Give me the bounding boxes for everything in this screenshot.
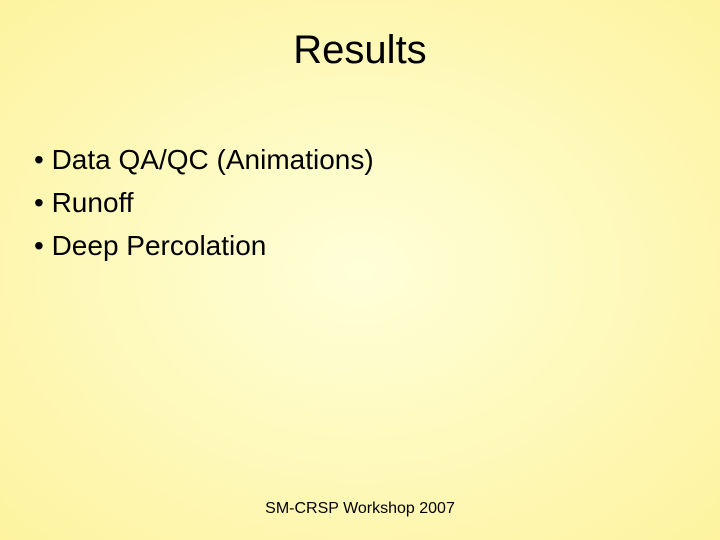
list-item: • Deep Percolation (34, 224, 374, 267)
slide-footer: SM-CRSP Workshop 2007 (0, 500, 720, 518)
list-item: • Data QA/QC (Animations) (34, 138, 374, 181)
bullet-list: • Data QA/QC (Animations)• Runoff• Deep … (34, 138, 374, 267)
slide-title: Results (0, 28, 720, 73)
list-item: • Runoff (34, 181, 374, 224)
slide: Results • Data QA/QC (Animations)• Runof… (0, 0, 720, 540)
